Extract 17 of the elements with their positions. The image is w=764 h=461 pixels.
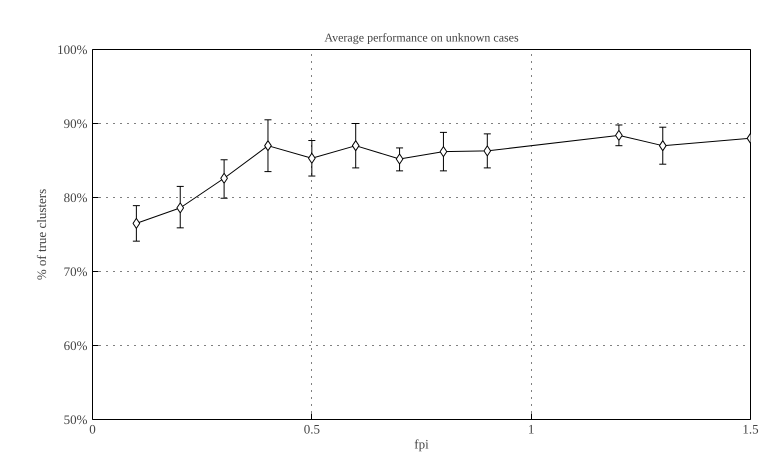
- y-tick-label: 80%: [64, 190, 88, 205]
- point: [176, 202, 184, 214]
- y-tick-label: 70%: [64, 264, 88, 279]
- x-axis-title: fpi: [414, 436, 430, 452]
- x-tick-label: 0: [89, 422, 96, 436]
- x-tick-label: 0.5: [304, 422, 320, 436]
- y-tick-label: 50%: [64, 412, 88, 427]
- y-tick-label: 60%: [64, 338, 88, 353]
- point: [352, 140, 360, 152]
- point: [483, 145, 492, 156]
- chart-title: Average performance on unknown cases: [324, 30, 520, 44]
- y-axis-title: % of true clusters: [34, 188, 50, 280]
- point: [658, 140, 667, 152]
- x-tick-label: 1.5: [742, 422, 759, 436]
- x-tick-label: 1: [528, 422, 534, 436]
- y-tick-label: 100%: [57, 42, 88, 57]
- y-tick-label: 90%: [64, 116, 88, 131]
